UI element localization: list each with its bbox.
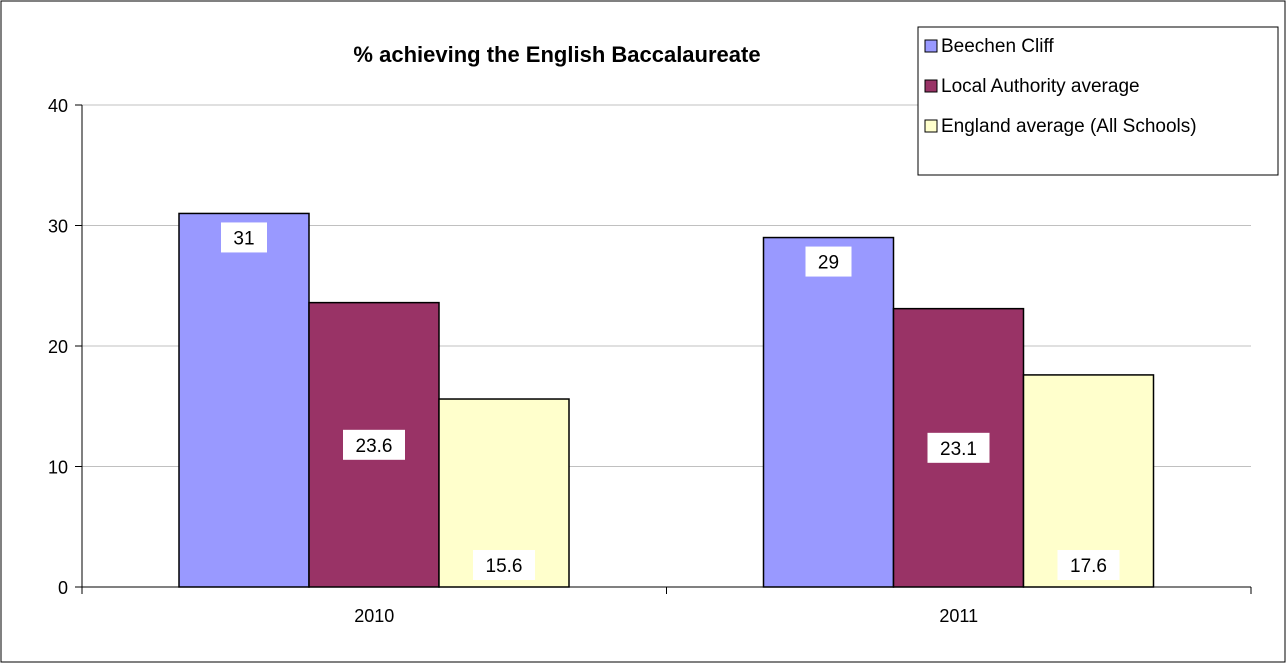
data-label-box	[473, 550, 535, 580]
x-axis-ticks: 2010 2011	[81, 587, 1252, 626]
legend-swatch	[924, 119, 938, 133]
legend-label: Beechen Cliff	[941, 36, 1054, 57]
y-axis-ticks: 0 10 20 30 40	[48, 96, 82, 598]
data-label: 17.6	[1070, 556, 1107, 577]
data-label: 31	[233, 228, 254, 249]
x-tick-label: 2010	[354, 606, 394, 626]
y-tick-label: 40	[48, 96, 68, 116]
legend-swatch	[924, 79, 938, 93]
data-label: 29	[818, 253, 839, 274]
legend: Beechen Cliff Local Authority average Engl…	[917, 26, 1279, 176]
data-label-box	[805, 246, 852, 277]
data-label-box	[221, 222, 267, 253]
data-labels: 31 29 23.6 23.1 15.6 17.6	[221, 222, 1120, 580]
y-tick-label: 30	[48, 217, 68, 237]
data-label: 15.6	[486, 556, 523, 577]
data-label: 23.6	[356, 436, 393, 457]
bar-beechen-cliff-2011	[762, 236, 895, 588]
data-label-box	[927, 432, 990, 463]
x-tick-label: 2011	[939, 606, 978, 626]
data-label-box	[1057, 550, 1120, 580]
legend-swatch	[924, 39, 938, 53]
y-tick-label: 0	[58, 578, 68, 598]
y-tick-label: 10	[48, 458, 68, 478]
y-tick-label: 20	[48, 337, 68, 357]
legend-box	[917, 26, 1279, 176]
bar-beechen-cliff-2010	[178, 212, 310, 588]
legend-label: Local Authority average	[941, 76, 1140, 97]
legend-label: England average (All Schools)	[941, 116, 1197, 137]
data-label: 23.1	[940, 439, 977, 460]
chart-title: % achieving the English Baccalaureate	[353, 42, 760, 67]
data-label-box	[343, 429, 405, 460]
